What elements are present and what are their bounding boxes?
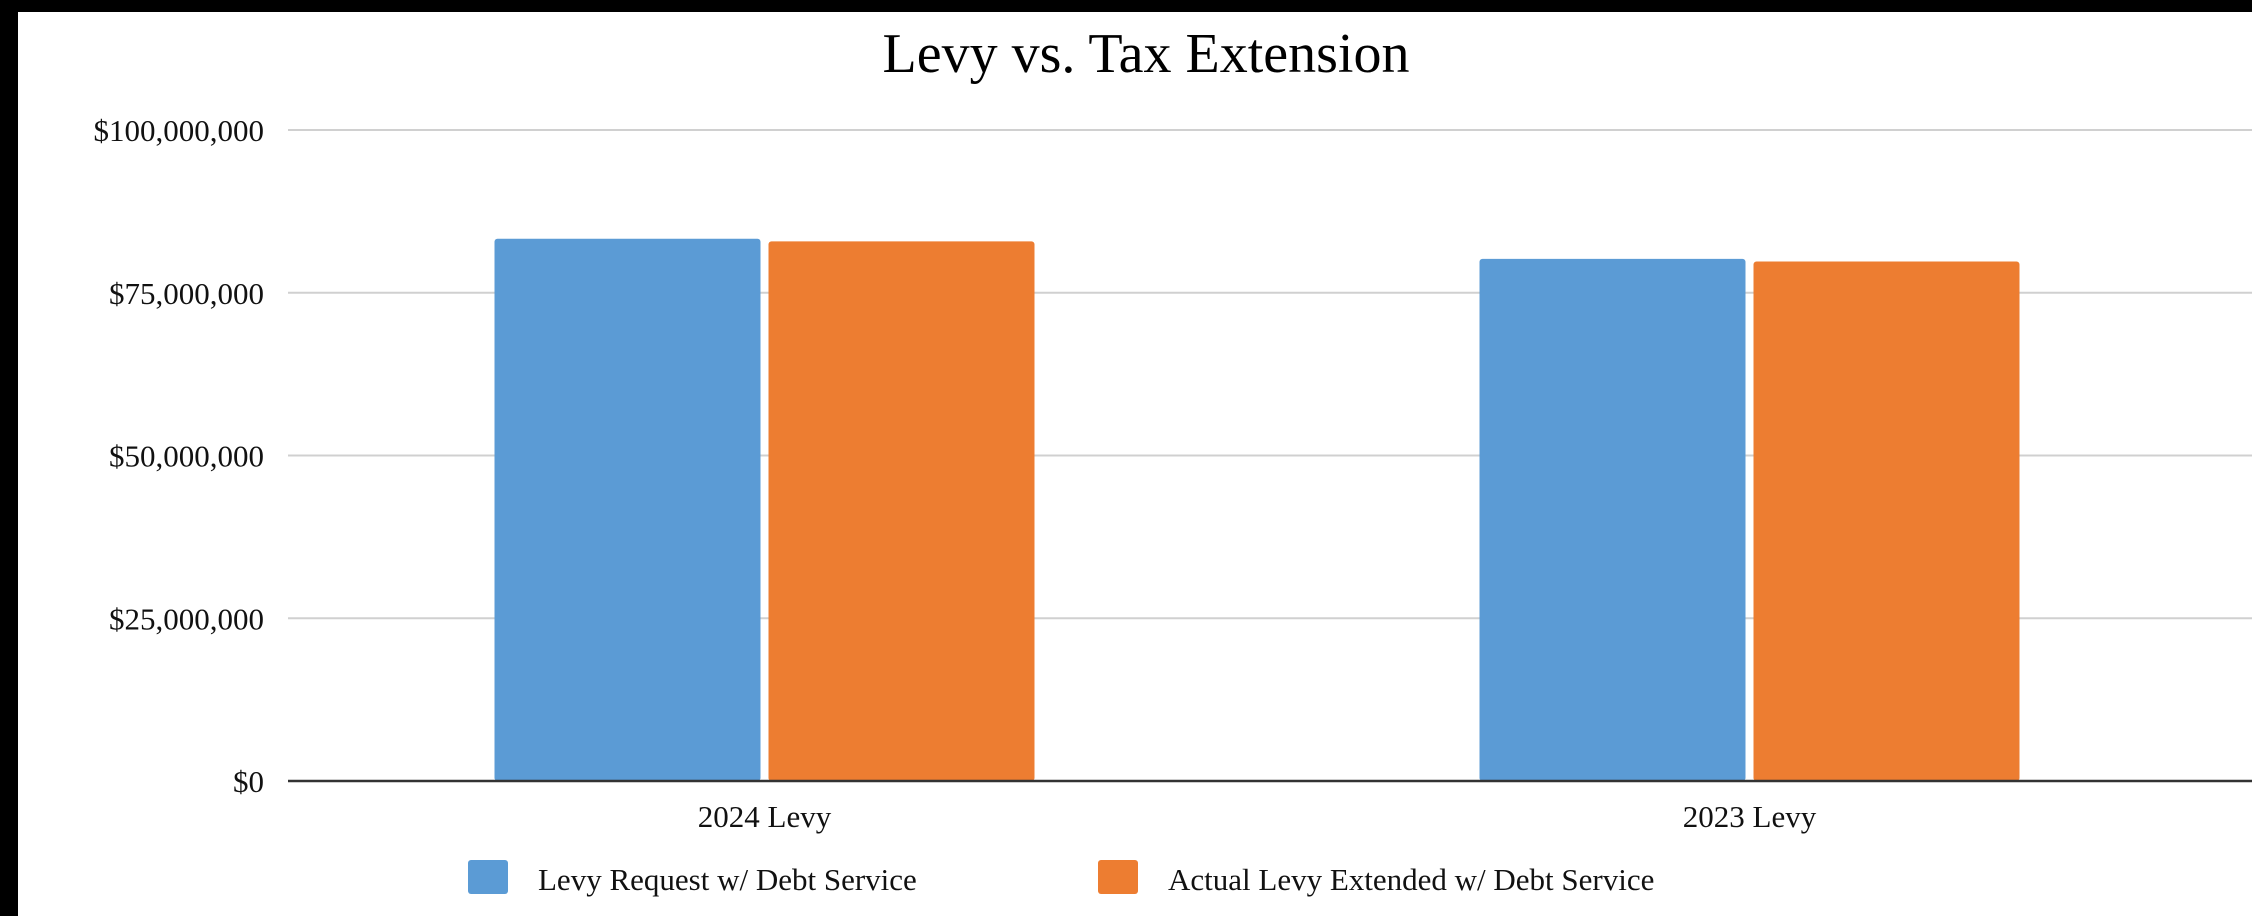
bar-levy-request bbox=[1479, 258, 1746, 781]
legend-swatch bbox=[1098, 860, 1138, 894]
y-tick-label: $25,000,000 bbox=[109, 601, 264, 636]
y-tick-label: $75,000,000 bbox=[109, 276, 264, 311]
x-axis: 2024 Levy 2023 Levy bbox=[288, 779, 2252, 834]
bars bbox=[494, 238, 2020, 782]
bar-actual-levy-extended bbox=[768, 241, 1035, 782]
legend: Levy Request w/ Debt Service Actual Levy … bbox=[468, 860, 1654, 897]
y-tick-label: $50,000,000 bbox=[109, 439, 264, 474]
legend-label: Actual Levy Extended w/ Debt Service bbox=[1168, 862, 1654, 897]
y-tick-label: $100,000,000 bbox=[94, 113, 265, 148]
y-axis: $0 $25,000,000 $50,000,000 $75,000,000 $100,… bbox=[94, 113, 265, 799]
legend-label: Levy Request w/ Debt Service bbox=[538, 862, 917, 897]
legend-swatch bbox=[468, 860, 508, 894]
bar-levy-request bbox=[494, 238, 761, 782]
chart-title: Levy vs. Tax Extension bbox=[883, 23, 1410, 85]
x-tick-label: 2024 Levy bbox=[698, 799, 832, 834]
bar-actual-levy-extended bbox=[1753, 261, 2020, 781]
x-tick-label: 2023 Levy bbox=[1683, 799, 1817, 834]
y-tick-label: $0 bbox=[233, 764, 264, 799]
